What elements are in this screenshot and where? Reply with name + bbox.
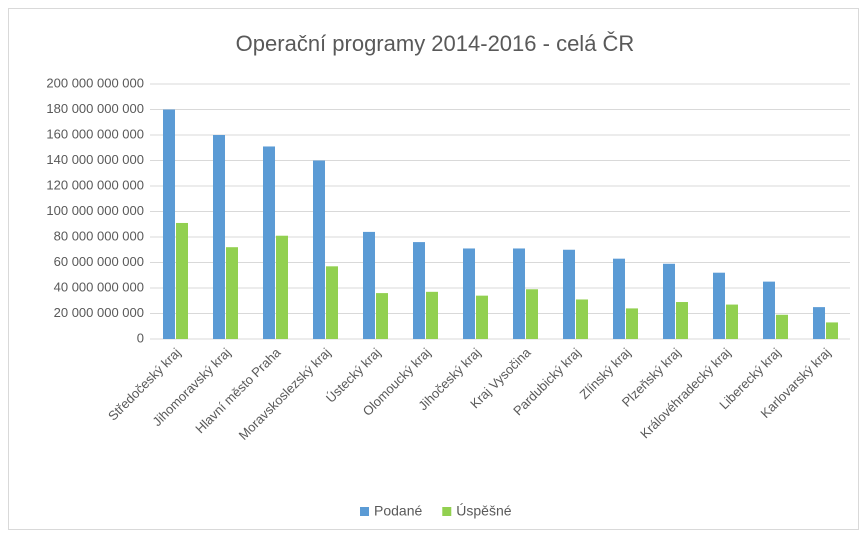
bar xyxy=(826,322,838,339)
bar xyxy=(476,295,488,339)
bar xyxy=(713,272,725,339)
y-tick-label: 180 000 000 000 xyxy=(46,101,144,116)
bar xyxy=(563,249,575,339)
bar xyxy=(613,258,625,339)
bar xyxy=(226,247,238,339)
bar xyxy=(463,248,475,339)
bar xyxy=(526,289,538,339)
y-tick-label: 0 xyxy=(137,330,144,345)
bar xyxy=(626,308,638,339)
legend-swatch xyxy=(442,507,452,516)
y-tick-label: 80 000 000 000 xyxy=(54,228,144,243)
bar xyxy=(263,146,275,339)
chart-frame xyxy=(8,8,859,530)
bar xyxy=(326,266,338,339)
bar xyxy=(363,231,375,339)
legend-label: Podané xyxy=(374,503,422,519)
y-tick-label: 120 000 000 000 xyxy=(46,177,144,192)
bar xyxy=(776,314,788,339)
bar xyxy=(276,235,288,339)
y-tick-label: 60 000 000 000 xyxy=(54,254,144,269)
bar xyxy=(163,109,175,339)
y-tick-label: 20 000 000 000 xyxy=(54,305,144,320)
bar xyxy=(663,263,675,339)
legend-swatch xyxy=(360,507,369,516)
bar xyxy=(763,281,775,339)
chart-title: Operační programy 2014-2016 - celá ČR xyxy=(236,31,635,56)
bar xyxy=(813,307,825,339)
bar xyxy=(176,222,188,339)
y-tick-label: 200 000 000 000 xyxy=(46,75,144,90)
bar xyxy=(213,135,225,339)
bar xyxy=(576,299,588,339)
legend-label: Úspěšné xyxy=(456,503,511,519)
y-tick-label: 140 000 000 000 xyxy=(46,152,144,167)
y-tick-label: 40 000 000 000 xyxy=(54,279,144,294)
bar xyxy=(376,293,388,339)
bar xyxy=(726,304,738,339)
bar xyxy=(426,291,438,339)
bar xyxy=(413,242,425,339)
bar xyxy=(313,160,325,339)
bar xyxy=(676,302,688,339)
bar xyxy=(513,248,525,339)
y-tick-label: 100 000 000 000 xyxy=(46,203,144,218)
y-tick-label: 160 000 000 000 xyxy=(46,126,144,141)
